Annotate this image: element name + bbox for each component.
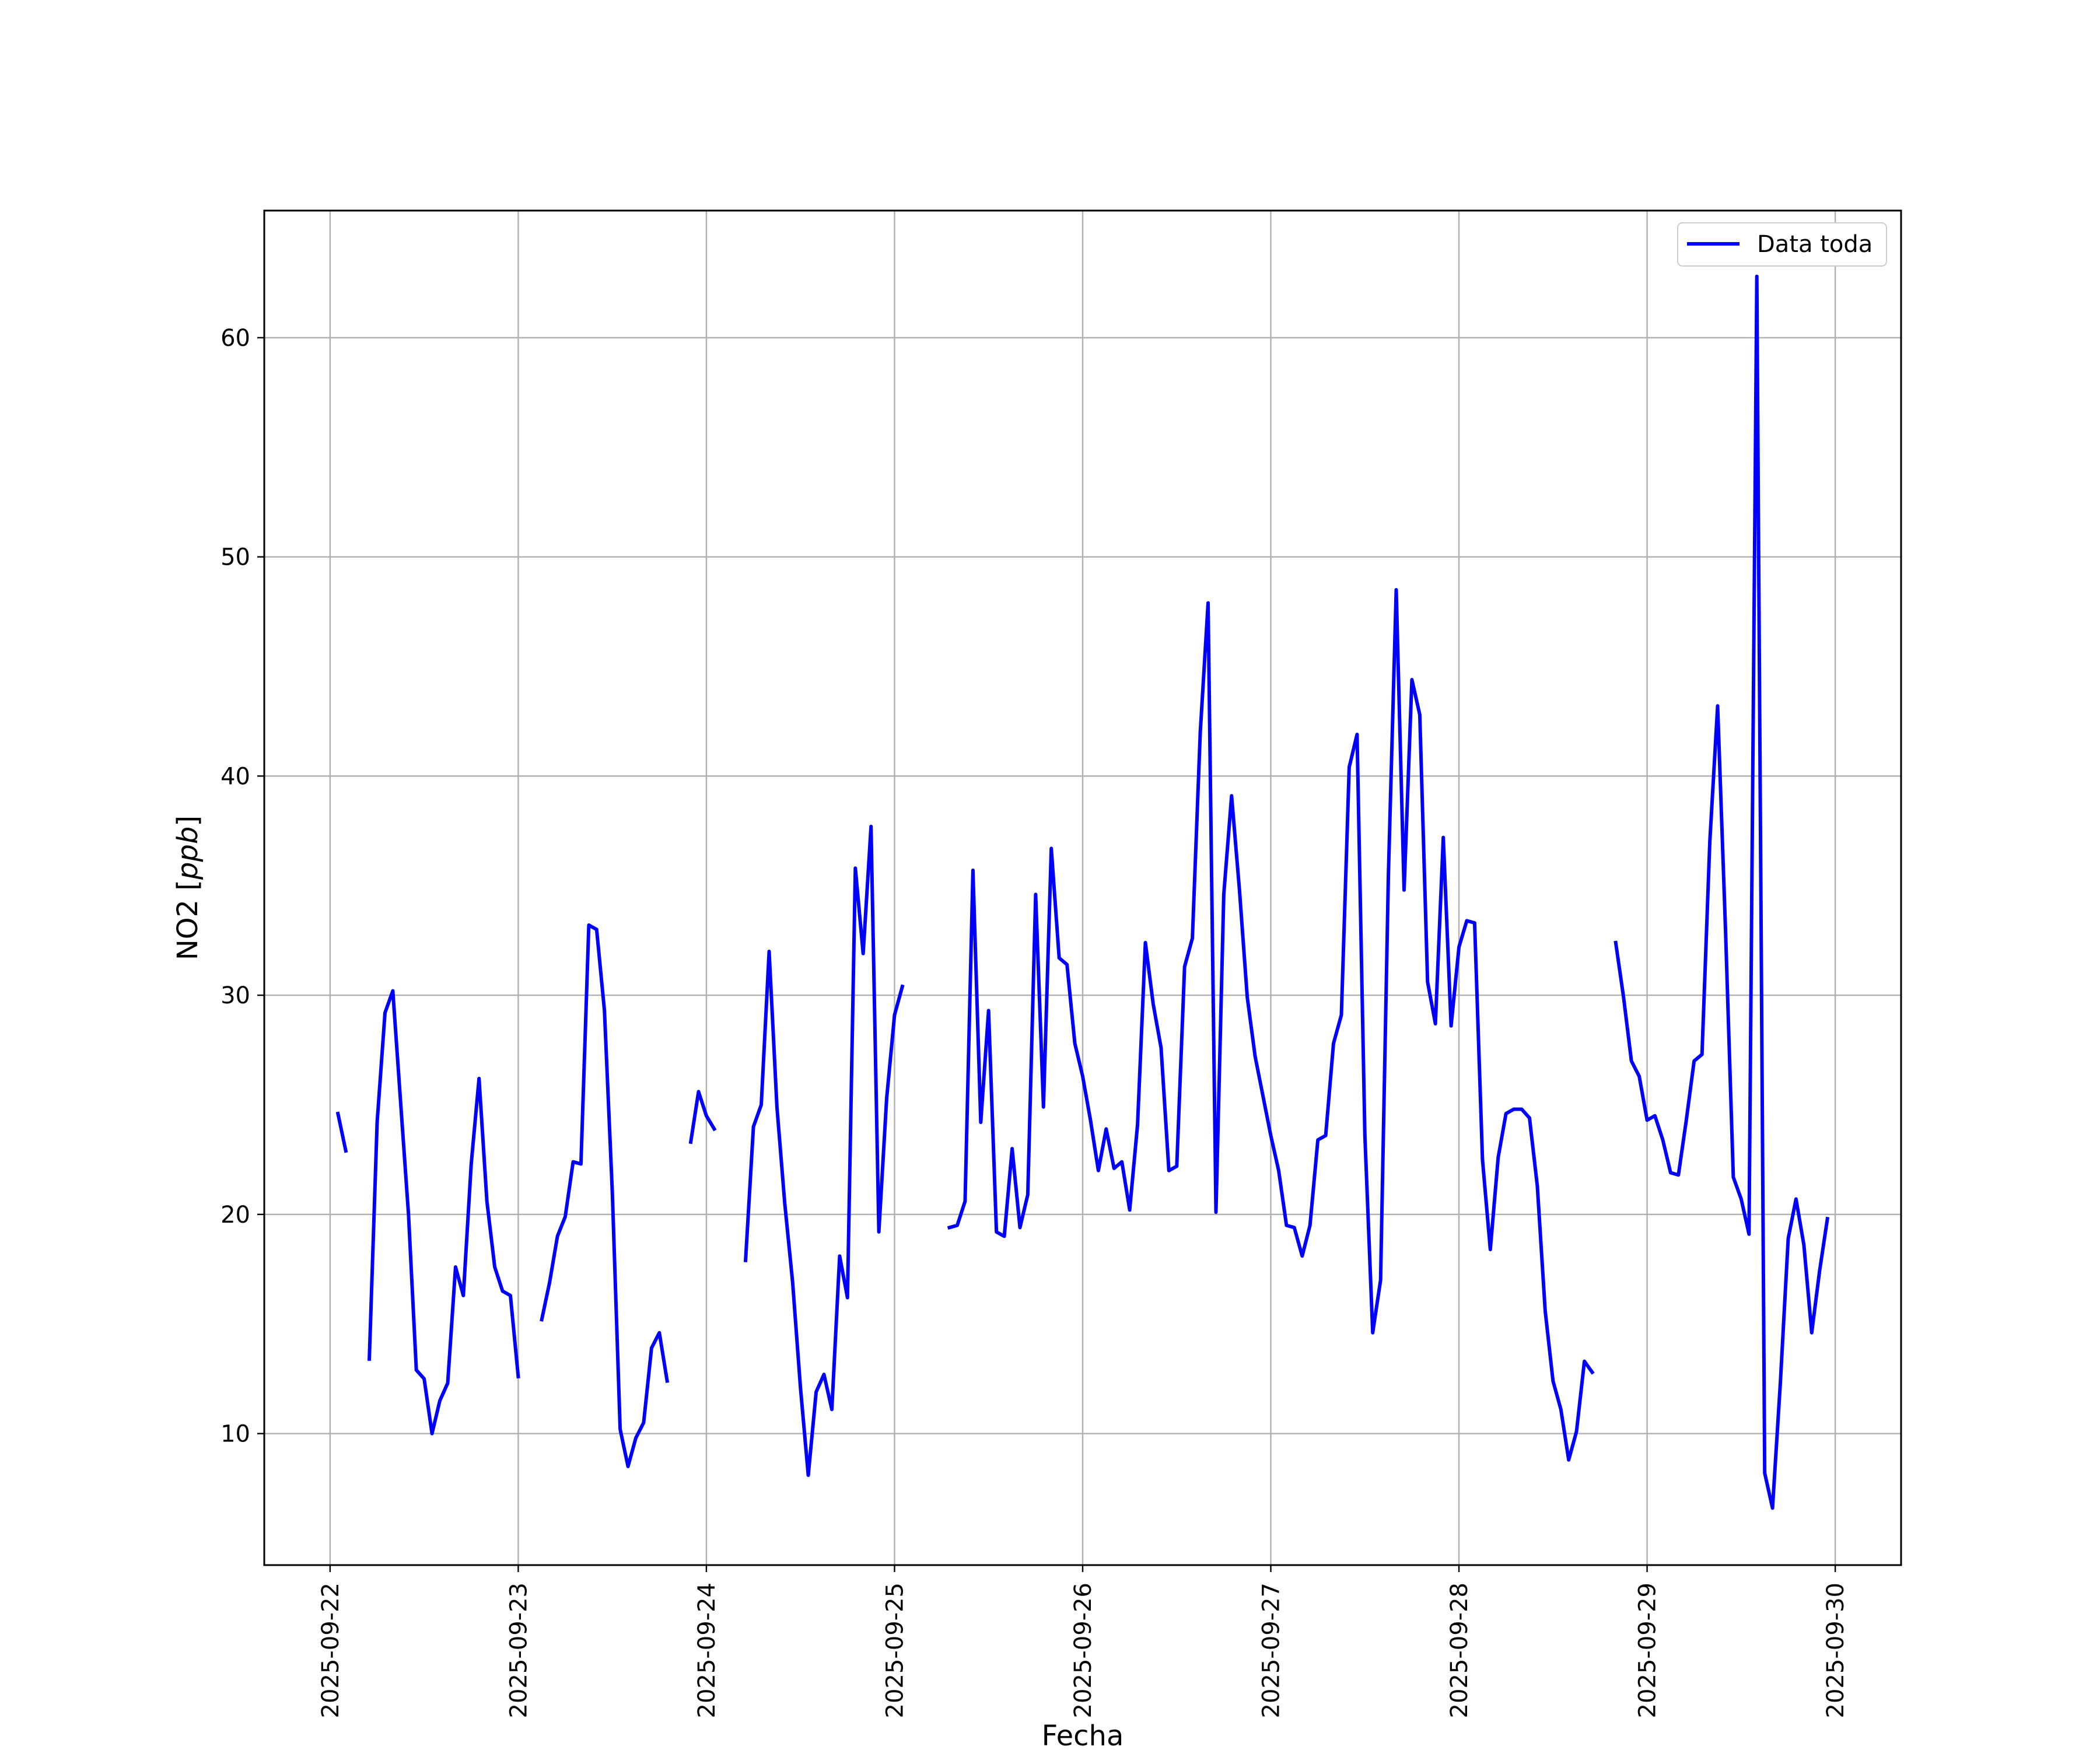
y-axis-label-close: ]	[172, 816, 204, 827]
x-tick-label: 2025-09-22	[317, 1583, 344, 1718]
y-tick-label: 60	[220, 325, 250, 352]
series-line-segment	[368, 989, 520, 1436]
series-lines	[335, 274, 1830, 1510]
x-tick-label: 2025-09-27	[1258, 1583, 1285, 1718]
grid-lines	[264, 211, 1901, 1565]
x-tick-label: 2025-09-30	[1822, 1583, 1849, 1718]
y-axis-label-unit: ppb	[172, 827, 204, 880]
x-tick-label: 2025-09-28	[1446, 1583, 1473, 1718]
x-axis-label: Fecha	[1042, 1720, 1124, 1750]
y-axis-label: NO2 [ppb]	[172, 816, 204, 960]
series-line-segment	[743, 824, 905, 1477]
series-line-segment	[1614, 274, 1830, 1510]
series-line-segment	[540, 923, 670, 1468]
legend-label: Data toda	[1757, 231, 1873, 258]
series-line-segment	[688, 1090, 717, 1144]
x-tick-label: 2025-09-24	[694, 1583, 720, 1718]
y-tick-label: 40	[220, 763, 250, 790]
y-tick-label: 20	[220, 1202, 250, 1228]
y-axis-ticks: 10 20 30 40 50 60	[220, 325, 264, 1448]
y-tick-label: 50	[220, 544, 250, 571]
legend-box	[1677, 222, 1887, 267]
series-line-segment	[335, 1111, 348, 1153]
y-tick-label: 10	[220, 1421, 250, 1448]
y-axis-label-main: NO2 [	[172, 880, 204, 960]
legend: Data toda	[1677, 222, 1887, 267]
x-tick-label: 2025-09-29	[1634, 1583, 1661, 1718]
x-tick-label: 2025-09-25	[881, 1583, 908, 1718]
y-tick-label: 30	[220, 982, 250, 1009]
series-line-segment	[947, 588, 1595, 1462]
x-tick-label: 2025-09-26	[1070, 1583, 1097, 1718]
x-axis-ticks: 2025-09-22 2025-09-23 2025-09-24 2025-09-25…	[317, 1565, 1849, 1718]
x-tick-label: 2025-09-23	[505, 1583, 532, 1718]
